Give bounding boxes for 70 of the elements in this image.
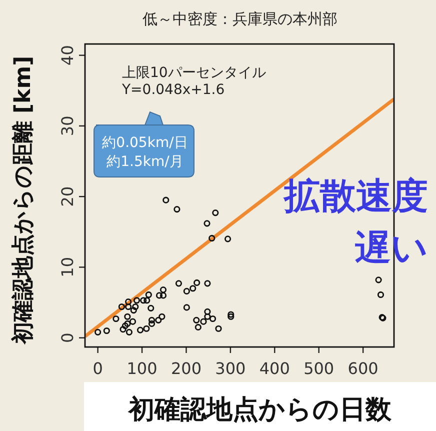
point [145, 291, 152, 298]
point [144, 297, 150, 304]
x-tick-label: 300 [215, 359, 246, 378]
point [130, 306, 137, 314]
point [122, 322, 129, 330]
point [174, 206, 180, 213]
point [158, 313, 166, 320]
point [124, 313, 131, 320]
annotation: 上限10パーセンタイル [122, 65, 266, 81]
point [129, 318, 136, 325]
point [204, 280, 211, 287]
point [209, 315, 216, 322]
point [140, 297, 147, 304]
point [94, 328, 102, 336]
annotation: Y=0.048x+1.6 [121, 82, 225, 98]
x-tick-label: 500 [304, 359, 334, 378]
point [183, 304, 190, 311]
point [133, 297, 140, 304]
point [175, 280, 182, 287]
y-tick-label: 20 [58, 186, 77, 207]
point [132, 303, 139, 310]
point [204, 313, 211, 320]
point [136, 326, 144, 334]
point [194, 324, 202, 331]
point [148, 304, 154, 312]
point [148, 316, 156, 324]
x-tick-label: 600 [348, 359, 378, 378]
y-tick-label: 30 [58, 116, 77, 136]
point [160, 292, 167, 299]
point [228, 313, 234, 320]
chart-title: 低～中密度：兵庫県の本州部 [142, 10, 338, 28]
point [228, 311, 234, 318]
x-tick-label: 200 [170, 359, 202, 378]
point [215, 325, 222, 332]
point [126, 328, 133, 336]
annotation: 約1.5km/月 [106, 154, 184, 170]
point [155, 316, 162, 324]
point [148, 320, 156, 327]
point [204, 220, 210, 227]
y-tick-label: 10 [58, 257, 77, 278]
point [194, 279, 200, 286]
point [200, 318, 207, 325]
point [377, 291, 384, 298]
x-tick-label: 0 [92, 359, 103, 378]
y-tick-label: 0 [58, 332, 77, 343]
point [208, 234, 216, 242]
point [160, 286, 167, 294]
point [112, 315, 120, 322]
point [118, 303, 125, 310]
point [143, 325, 150, 332]
point [162, 196, 170, 204]
x-tick-label: 400 [259, 359, 290, 378]
point [103, 327, 110, 334]
x-tick-label: 100 [126, 359, 158, 378]
point [156, 292, 163, 299]
point [375, 276, 382, 284]
point [224, 236, 232, 242]
y-axis-title: 初確認地点からの距離 [km] [10, 56, 36, 346]
point [190, 285, 196, 292]
point [183, 288, 190, 295]
point [125, 298, 132, 306]
point [125, 303, 132, 310]
point [124, 320, 131, 327]
y-tick-label: 40 [58, 45, 77, 66]
point [212, 210, 219, 216]
point [193, 316, 200, 324]
point [204, 308, 211, 315]
x-axis-title: 初確認地点からの日数 [128, 395, 392, 425]
point [120, 326, 126, 333]
annotation: 約0.05km/日 [102, 135, 188, 151]
